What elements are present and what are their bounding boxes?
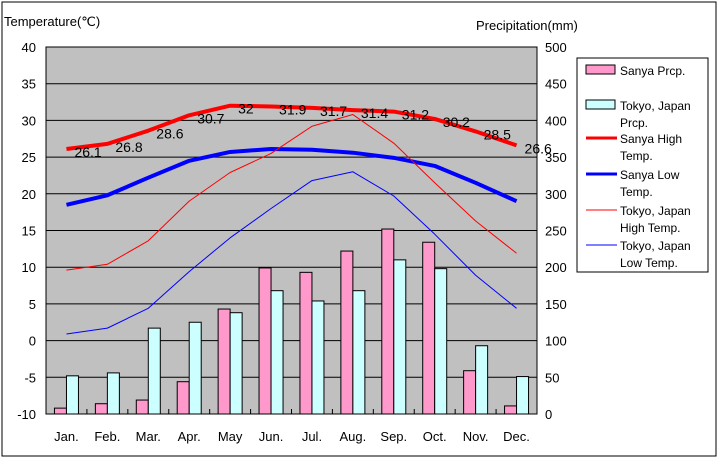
bar-sanya-prcp [299, 271, 313, 415]
legend-swatch [585, 99, 616, 110]
right-axis-title: Precipitation(mm) [476, 18, 578, 33]
bar-sanya-prcp [94, 403, 108, 415]
bar-tokyo-prcp [516, 376, 530, 415]
bar-tokyo-prcp [393, 259, 407, 415]
line-sanya-high-temp- [66, 103, 518, 152]
right-tick-label: 50 [545, 370, 559, 385]
x-tick-label: May [218, 429, 243, 444]
data-label: 30.7 [197, 110, 224, 126]
x-tick-label: Oct. [423, 429, 447, 444]
line-tokyo-japan-low-temp- [66, 171, 517, 335]
x-tick-label: Jan. [54, 429, 79, 444]
data-label: 28.6 [156, 126, 183, 142]
left-tick-label: 0 [29, 334, 36, 349]
legend-label: Tokyo, Japan Low Temp. [620, 239, 691, 270]
left-tick-label: 40 [22, 40, 36, 55]
x-tick-label: Sep. [380, 429, 407, 444]
data-label: 28.5 [484, 126, 511, 142]
data-label: 31.9 [279, 101, 306, 117]
left-tick-label: 35 [22, 77, 36, 92]
legend-label: Sanya Low Temp. [620, 168, 680, 199]
data-label: 31.4 [361, 105, 388, 121]
x-tick-label: Aug. [340, 429, 367, 444]
legend-label: Sanya Prcp. [620, 64, 685, 78]
data-label: 31.2 [402, 107, 429, 123]
x-tick-label: Feb. [94, 429, 120, 444]
right-tick-label: 100 [545, 334, 567, 349]
left-tick-label: 10 [22, 260, 36, 275]
x-tick-label: Jul. [302, 429, 322, 444]
bar-sanya-prcp [504, 405, 518, 415]
bar-tokyo-prcp [65, 375, 79, 415]
bar-tokyo-prcp [475, 345, 489, 415]
left-tick-label: 5 [29, 297, 36, 312]
right-tick-label: 450 [545, 77, 567, 92]
x-tick-label: Nov. [463, 429, 489, 444]
right-tick-label: 250 [545, 224, 567, 239]
left-axis-title: Temperature(℃) [4, 14, 100, 29]
legend-swatch [585, 64, 616, 75]
data-label: 26.6 [525, 140, 552, 156]
right-tick-label: 350 [545, 150, 567, 165]
bar-sanya-prcp [135, 399, 149, 415]
x-tick-label: Dec. [503, 429, 530, 444]
line-tokyo-japan-high-temp- [66, 114, 517, 271]
data-label: 30.2 [443, 114, 470, 130]
bar-sanya-prcp [217, 308, 231, 415]
left-tick-label: -10 [17, 407, 36, 422]
right-tick-label: 150 [545, 297, 567, 312]
bar-tokyo-prcp [147, 327, 161, 415]
bar-tokyo-prcp [229, 312, 243, 415]
right-tick-label: 400 [545, 113, 567, 128]
data-label: 32 [238, 101, 254, 117]
x-tick-label: Apr. [178, 429, 201, 444]
bar-tokyo-prcp [106, 372, 120, 415]
bar-sanya-prcp [422, 241, 436, 415]
bar-tokyo-prcp [311, 300, 325, 415]
left-tick-label: 20 [22, 187, 36, 202]
line-sanya-low-temp- [66, 147, 518, 207]
left-tick-label: 30 [22, 113, 36, 128]
bar-tokyo-prcp [352, 290, 366, 415]
bar-sanya-prcp [340, 250, 354, 415]
left-tick-label: 25 [22, 150, 36, 165]
legend-label: Tokyo, Japan High Temp. [620, 204, 691, 235]
bar-sanya-prcp [53, 407, 67, 415]
data-label: 26.8 [115, 139, 142, 155]
bar-sanya-prcp [176, 381, 190, 415]
data-label: 26.1 [74, 144, 101, 160]
legend-label: Sanya High Temp. [620, 132, 682, 163]
x-tick-label: Mar. [136, 429, 161, 444]
left-tick-label: 15 [22, 224, 36, 239]
bar-tokyo-prcp [434, 268, 448, 415]
data-label: 31.7 [320, 103, 347, 119]
right-tick-label: 0 [545, 407, 552, 422]
bar-tokyo-prcp [270, 290, 284, 415]
right-tick-label: 300 [545, 187, 567, 202]
legend-label: Tokyo, Japan Prcp. [620, 99, 691, 130]
bar-tokyo-prcp [188, 321, 202, 415]
right-tick-label: 200 [545, 260, 567, 275]
bar-sanya-prcp [381, 228, 395, 415]
left-tick-label: -5 [24, 370, 36, 385]
legend: Sanya Prcp. Tokyo, Japan Prcp.Sanya High Te… [576, 57, 709, 273]
bar-sanya-prcp [463, 370, 477, 415]
x-tick-label: Jun. [259, 429, 284, 444]
right-tick-label: 500 [545, 40, 567, 55]
bar-sanya-prcp [258, 267, 272, 415]
